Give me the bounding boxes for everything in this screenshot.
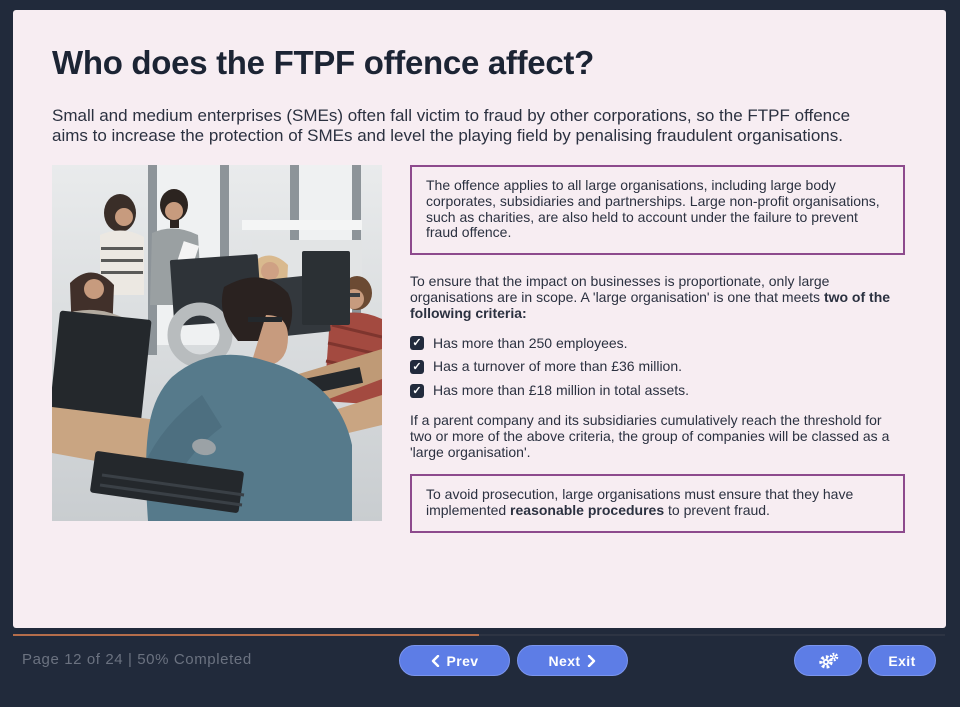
office-photo-illustration (52, 165, 382, 521)
callout-procedures-plain1: To avoid prosecution, large organisation… (426, 486, 854, 519)
callout-procedures: To avoid prosecution, large organisation… (410, 474, 905, 533)
criteria-intro-plain: To ensure that the impact on businesses … (410, 273, 830, 305)
slide-card: Who does the FTPF offence affect? Small … (13, 10, 946, 628)
checked-checkbox-icon: ✓ (410, 360, 424, 375)
checked-checkbox-icon: ✓ (410, 384, 424, 399)
callout-procedures-plain2: to prevent fraud. (664, 502, 770, 519)
page-status: Page 12 of 24 | 50% Completed (22, 651, 252, 668)
chevron-left-icon (431, 654, 439, 667)
callout-scope-text: The offence applies to all large organis… (426, 177, 880, 241)
callout-procedures-bold: reasonable procedures (510, 502, 665, 519)
exit-button-label: Exit (888, 652, 916, 669)
criteria-item-label: Has more than £18 million in total asset… (433, 382, 690, 399)
progress-bar-track (13, 634, 945, 636)
chevron-right-icon (588, 654, 596, 667)
settings-button[interactable] (794, 645, 862, 676)
next-button-label: Next (548, 652, 581, 669)
gears-icon (819, 652, 839, 669)
parent-company-note: If a parent company and its subsidiaries… (410, 411, 890, 460)
criteria-intro: To ensure that the impact on businesses … (410, 273, 905, 321)
slide-text-column: The offence applies to all large organis… (410, 165, 905, 533)
prev-button-label: Prev (446, 652, 479, 669)
content-columns: The offence applies to all large organis… (52, 165, 906, 533)
intro-paragraph: Small and medium enterprises (SMEs) ofte… (52, 106, 851, 145)
page-title: Who does the FTPF offence affect? (52, 44, 594, 81)
criteria-item-label: Has a turnover of more than £36 million. (433, 358, 683, 375)
criteria-item: ✓ Has more than 250 employees. (410, 334, 905, 352)
criteria-item: ✓ Has a turnover of more than £36 millio… (410, 359, 905, 375)
next-button[interactable]: Next (517, 645, 628, 676)
callout-scope: The offence applies to all large organis… (410, 165, 905, 256)
office-photo (52, 165, 382, 521)
exit-button[interactable]: Exit (868, 645, 936, 676)
criteria-item-label: Has more than 250 employees. (433, 334, 628, 351)
criteria-checklist: ✓ Has more than 250 employees. ✓ Has a t… (410, 334, 905, 399)
criteria-intro-bold: two of the following criteria (410, 288, 891, 321)
criteria-item: ✓ Has more than £18 million in total ass… (410, 382, 905, 399)
criteria-intro-colon: : (522, 304, 527, 321)
prev-button[interactable]: Prev (399, 645, 510, 676)
progress-bar-fill (13, 634, 479, 636)
checked-checkbox-icon: ✓ (410, 336, 424, 351)
